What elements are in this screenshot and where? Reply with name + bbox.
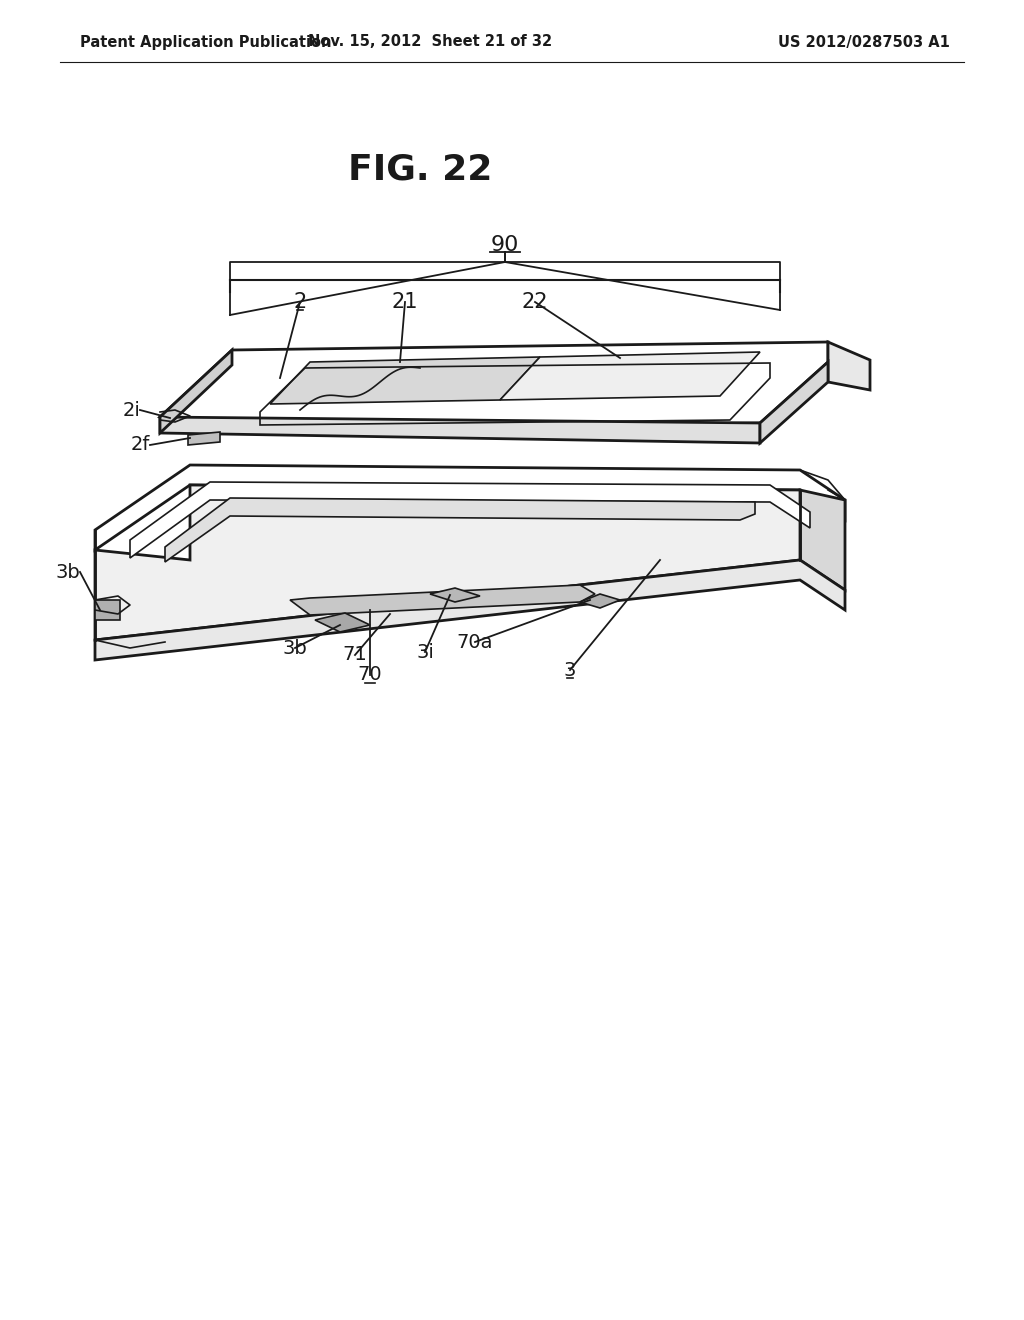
- Polygon shape: [290, 585, 595, 615]
- Polygon shape: [95, 560, 845, 660]
- Polygon shape: [430, 587, 480, 602]
- Text: FIG. 22: FIG. 22: [348, 153, 493, 187]
- Polygon shape: [760, 362, 828, 444]
- Polygon shape: [188, 432, 220, 445]
- Text: 2i: 2i: [122, 400, 140, 420]
- Text: 71: 71: [343, 645, 368, 664]
- Polygon shape: [580, 594, 620, 609]
- Polygon shape: [800, 490, 845, 590]
- Text: 2: 2: [293, 292, 306, 312]
- Text: US 2012/0287503 A1: US 2012/0287503 A1: [778, 34, 950, 49]
- Text: 90: 90: [490, 235, 519, 255]
- Polygon shape: [160, 417, 760, 444]
- Text: 70a: 70a: [457, 632, 494, 652]
- Polygon shape: [500, 352, 760, 400]
- Text: 3b: 3b: [55, 562, 80, 582]
- Polygon shape: [95, 601, 120, 620]
- Text: 3: 3: [564, 660, 577, 680]
- Polygon shape: [165, 498, 755, 562]
- Polygon shape: [160, 350, 232, 433]
- Text: 3i: 3i: [416, 643, 434, 661]
- Polygon shape: [130, 482, 810, 558]
- Polygon shape: [828, 342, 870, 389]
- Polygon shape: [270, 356, 540, 404]
- Text: Nov. 15, 2012  Sheet 21 of 32: Nov. 15, 2012 Sheet 21 of 32: [308, 34, 552, 49]
- Text: 2f: 2f: [131, 436, 150, 454]
- Polygon shape: [95, 484, 800, 640]
- Text: 70: 70: [357, 665, 382, 685]
- Polygon shape: [315, 612, 370, 632]
- Text: 22: 22: [522, 292, 548, 312]
- Text: 21: 21: [392, 292, 418, 312]
- Text: Patent Application Publication: Patent Application Publication: [80, 34, 332, 49]
- Polygon shape: [95, 465, 845, 550]
- Text: 3b: 3b: [283, 639, 307, 657]
- Polygon shape: [160, 342, 828, 430]
